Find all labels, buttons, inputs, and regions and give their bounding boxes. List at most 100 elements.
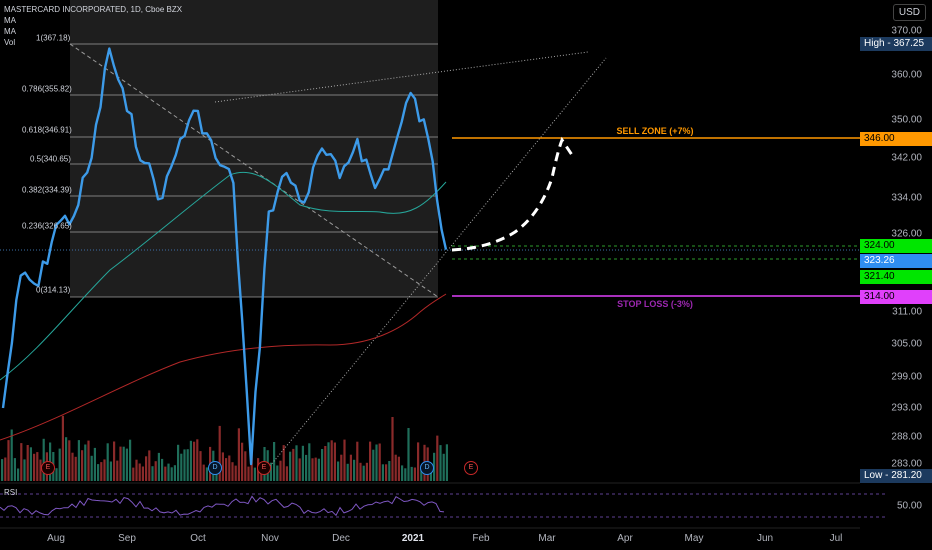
earnings-marker[interactable]: E — [257, 461, 271, 475]
volume-bar — [81, 450, 84, 481]
volume-bar — [417, 442, 420, 481]
rsi-title[interactable]: RSI — [4, 488, 18, 497]
volume-bar — [177, 444, 180, 481]
rsi-line — [0, 495, 445, 517]
rsi-value-label: 50.00 — [896, 500, 922, 512]
time-label: May — [684, 533, 704, 544]
volume-bar — [65, 437, 68, 481]
price-label: 288.00 — [891, 431, 922, 443]
time-label-year: 2021 — [401, 533, 425, 544]
fib-trend-line[interactable] — [69, 43, 439, 298]
volume-bar — [378, 443, 381, 481]
price-tag-321: 321.40 — [860, 270, 932, 284]
volume-bar — [93, 447, 96, 481]
volume-bar — [433, 452, 436, 481]
volume-bar — [13, 458, 16, 481]
volume-bar — [442, 453, 445, 481]
volume-bar — [397, 456, 400, 481]
volume-bar — [129, 439, 132, 481]
volume-bar — [106, 443, 109, 481]
volume-bar — [324, 446, 327, 481]
volume-bar — [253, 467, 256, 481]
time-label: Feb — [472, 533, 490, 544]
volume-bar — [269, 462, 272, 481]
volume-bar — [205, 467, 208, 481]
volume-bar — [295, 445, 298, 481]
stop-price-tag: 314.00 — [860, 290, 932, 304]
currency-button[interactable]: USD — [892, 4, 926, 21]
earnings-marker[interactable]: E — [41, 461, 55, 475]
fib-label: 0.5(340.65) — [30, 154, 71, 164]
volume-indicator[interactable]: Vol — [4, 38, 16, 47]
volume-bar — [276, 465, 279, 481]
time-label: Jul — [829, 533, 843, 544]
price-line — [1, 47, 448, 466]
volume-bar — [349, 454, 352, 481]
volume-bar — [317, 458, 320, 481]
time-label: Jun — [756, 533, 774, 544]
ma-indicator-2[interactable]: MA — [4, 27, 16, 36]
volume-bar — [381, 464, 384, 481]
volume-bar — [148, 450, 151, 481]
volume-bar — [401, 465, 404, 481]
earnings-marker[interactable]: E — [464, 461, 478, 475]
volume-bar — [1, 459, 4, 481]
volume-bar — [385, 464, 388, 481]
volume-bar — [369, 441, 372, 481]
volume-bar — [23, 459, 26, 481]
dividend-marker[interactable]: D — [208, 461, 222, 475]
stop-loss-label: STOP LOSS (-3%) — [617, 299, 693, 309]
volume-bar — [77, 440, 80, 481]
volume-bar — [439, 445, 442, 481]
low-tag-label: Low — [864, 470, 883, 481]
volume-bar — [180, 453, 183, 481]
ma-indicator-1[interactable]: MA — [4, 16, 16, 25]
volume-bar — [298, 458, 301, 481]
volume-bar — [292, 448, 295, 481]
volume-bar — [141, 466, 144, 481]
volume-bar — [333, 442, 336, 481]
sell-zone-label: SELL ZONE (+7%) — [616, 126, 694, 136]
volume-bar — [17, 468, 20, 481]
ma-50-line — [0, 171, 447, 381]
volume-bar — [33, 453, 36, 481]
volume-bar — [375, 444, 378, 481]
volume-bar — [337, 461, 340, 481]
volume-bar — [308, 443, 311, 481]
time-label: Aug — [47, 533, 65, 544]
projection-path[interactable] — [451, 136, 574, 252]
fib-retracement-zone[interactable] — [70, 0, 438, 297]
volume-bar — [145, 456, 148, 481]
time-label: Nov — [261, 533, 279, 544]
sell-price-tag: 346.00 — [860, 132, 932, 146]
volume-bar — [247, 466, 250, 481]
volume-bar — [84, 444, 87, 481]
chart-legend[interactable]: MASTERCARD INCORPORATED, 1D, Cboe BZX MA… — [4, 4, 182, 48]
volume-bar — [407, 428, 410, 481]
price-label: 283.00 — [891, 458, 922, 470]
volume-bar — [330, 440, 333, 481]
volume-bar — [285, 466, 288, 481]
volume-bar — [125, 448, 128, 481]
volume-bar — [36, 452, 39, 481]
channel-lower-line[interactable] — [269, 57, 607, 467]
volume-bar — [103, 459, 106, 481]
low-tag: Low - 281.20 — [860, 469, 932, 483]
symbol-title[interactable]: MASTERCARD INCORPORATED, 1D, Cboe BZX — [4, 5, 183, 14]
volume-bar — [279, 460, 282, 481]
volume-bar — [436, 435, 439, 481]
volume-bar — [365, 462, 368, 481]
volume-bar — [196, 439, 199, 481]
volume-bar — [343, 439, 346, 481]
volume-bar — [311, 458, 314, 481]
fib-label: 0.618(346.91) — [22, 125, 72, 135]
dividend-marker[interactable]: D — [420, 461, 434, 475]
volume-bar — [71, 452, 74, 481]
volume-bar — [68, 440, 71, 481]
volume-bar — [282, 445, 285, 481]
volume-bar — [410, 466, 413, 481]
volume-bar — [151, 466, 154, 481]
volume-bar — [413, 467, 416, 481]
volume-bar — [221, 452, 224, 481]
